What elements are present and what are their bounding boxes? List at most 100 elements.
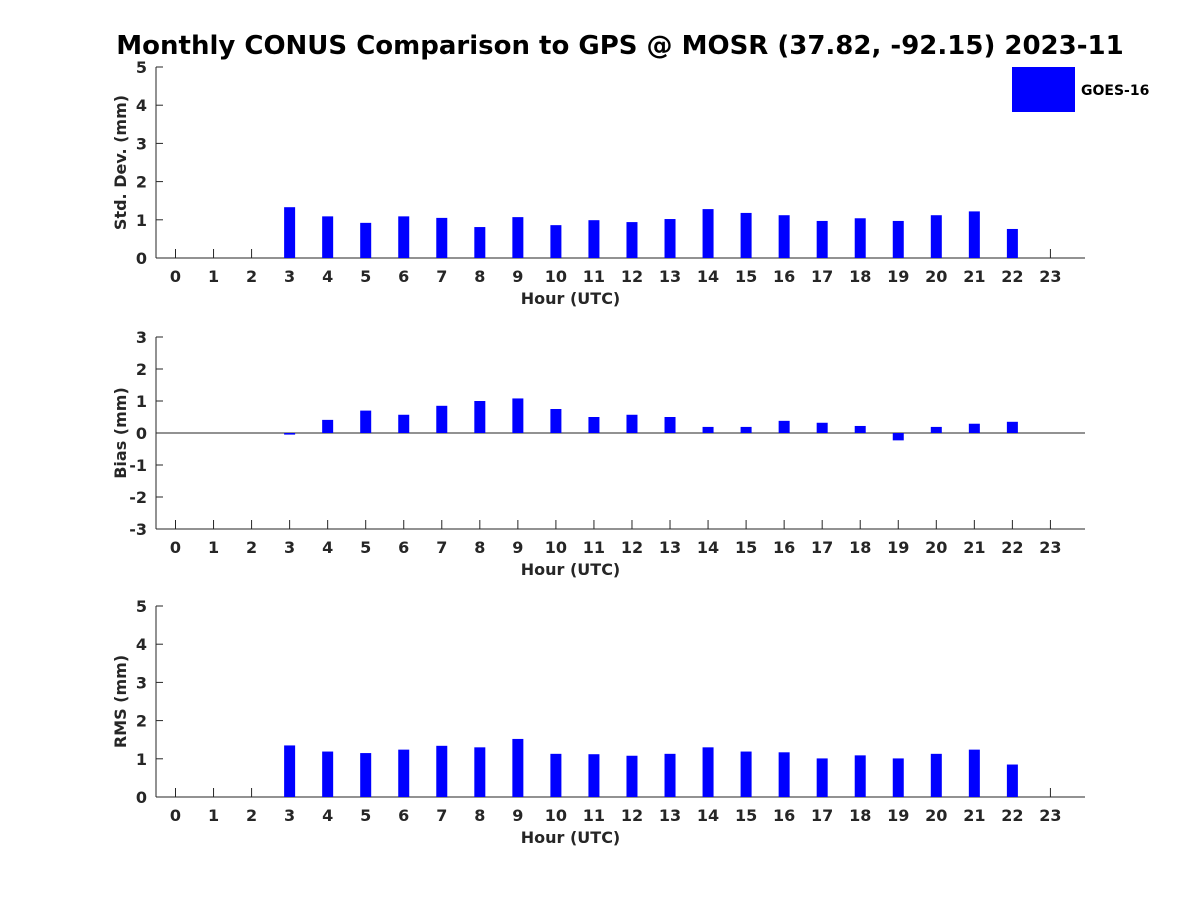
x-tick-label-bias: 14: [697, 538, 719, 557]
bar-bias-hour-6: [398, 414, 410, 433]
x-tick-label-bias: 15: [735, 538, 757, 557]
y-tick-label-rms: 2: [136, 712, 147, 731]
y-tick-label-bias: 2: [136, 360, 147, 379]
x-tick-label-std: 20: [925, 267, 947, 286]
x-tick-label-std: 13: [659, 267, 681, 286]
x-tick-label-std: 15: [735, 267, 757, 286]
bar-std-hour-3: [284, 207, 296, 258]
y-axis-label-std: Std. Dev. (mm): [111, 95, 130, 230]
x-axis-label-std: Hour (UTC): [521, 289, 621, 308]
bar-rms-hour-8: [474, 747, 486, 797]
y-axis-label-bias: Bias (mm): [111, 387, 130, 479]
bar-rms-hour-13: [664, 753, 676, 797]
x-tick-label-bias: 20: [925, 538, 947, 557]
bar-rms-hour-9: [512, 738, 524, 797]
x-tick-label-std: 8: [474, 267, 485, 286]
bar-bias-hour-20: [930, 426, 942, 433]
bar-rms-hour-18: [854, 755, 866, 797]
bar-rms-hour-14: [702, 747, 714, 797]
legend-swatch: [1012, 67, 1075, 112]
x-tick-label-bias: 12: [621, 538, 643, 557]
bar-bias-hour-11: [588, 417, 600, 433]
bar-bias-hour-19: [892, 433, 904, 441]
x-tick-label-rms: 13: [659, 806, 681, 825]
bar-bias-hour-22: [1006, 421, 1018, 433]
x-tick-label-std: 3: [284, 267, 295, 286]
x-tick-label-bias: 13: [659, 538, 681, 557]
bar-rms-hour-17: [816, 758, 828, 797]
x-tick-label-bias: 16: [773, 538, 795, 557]
bar-rms-hour-19: [892, 758, 904, 797]
x-tick-label-std: 11: [583, 267, 605, 286]
bar-std-hour-21: [968, 211, 980, 258]
bar-std-hour-16: [778, 215, 790, 258]
bar-bias-hour-7: [436, 405, 448, 433]
bar-rms-hour-3: [284, 745, 296, 797]
y-tick-label-bias: 1: [136, 392, 147, 411]
x-tick-label-bias: 5: [360, 538, 371, 557]
bar-std-hour-7: [436, 217, 448, 258]
x-tick-label-rms: 3: [284, 806, 295, 825]
x-tick-label-std: 16: [773, 267, 795, 286]
x-tick-label-rms: 7: [436, 806, 447, 825]
y-tick-label-bias: -1: [129, 456, 147, 475]
x-tick-label-std: 4: [322, 267, 333, 286]
x-tick-label-rms: 12: [621, 806, 643, 825]
x-tick-label-rms: 20: [925, 806, 947, 825]
bar-rms-hour-16: [778, 752, 790, 797]
x-tick-label-rms: 21: [963, 806, 985, 825]
legend-label: GOES-16: [1081, 83, 1149, 99]
x-tick-label-rms: 15: [735, 806, 757, 825]
bar-std-hour-15: [740, 212, 752, 258]
bar-bias-hour-8: [474, 401, 486, 433]
y-tick-label-rms: 4: [136, 635, 147, 654]
bar-rms-hour-11: [588, 754, 600, 797]
x-tick-label-rms: 10: [545, 806, 567, 825]
bar-std-hour-4: [322, 216, 334, 258]
bar-bias-hour-3: [284, 433, 296, 435]
x-tick-label-bias: 23: [1039, 538, 1061, 557]
y-tick-label-bias: -3: [129, 520, 147, 539]
x-tick-label-bias: 11: [583, 538, 605, 557]
bar-bias-hour-5: [360, 410, 372, 433]
x-tick-label-std: 0: [170, 267, 181, 286]
x-tick-label-bias: 0: [170, 538, 181, 557]
bar-bias-hour-9: [512, 398, 524, 433]
x-tick-label-bias: 6: [398, 538, 409, 557]
bar-std-hour-11: [588, 220, 600, 258]
bar-rms-hour-4: [322, 751, 334, 797]
x-tick-label-rms: 2: [246, 806, 257, 825]
x-tick-label-std: 9: [512, 267, 523, 286]
bar-rms-hour-20: [930, 753, 942, 797]
y-axis-label-rms: RMS (mm): [111, 655, 130, 748]
bar-std-hour-18: [854, 218, 866, 258]
x-tick-label-bias: 22: [1001, 538, 1023, 557]
x-tick-label-rms: 9: [512, 806, 523, 825]
y-tick-label-rms: 1: [136, 750, 147, 769]
bar-std-hour-9: [512, 217, 524, 258]
bar-bias-hour-12: [626, 414, 638, 433]
x-tick-label-rms: 4: [322, 806, 333, 825]
bar-bias-hour-21: [968, 423, 980, 433]
bar-bias-hour-4: [322, 419, 334, 433]
x-tick-label-rms: 23: [1039, 806, 1061, 825]
y-tick-label-std: 3: [136, 134, 147, 153]
bar-std-hour-20: [930, 215, 942, 258]
y-tick-label-std: 4: [136, 96, 147, 115]
x-tick-label-rms: 11: [583, 806, 605, 825]
y-tick-label-rms: 0: [136, 788, 147, 807]
x-tick-label-bias: 9: [512, 538, 523, 557]
x-tick-label-bias: 18: [849, 538, 871, 557]
x-tick-label-bias: 1: [208, 538, 219, 557]
x-tick-label-bias: 19: [887, 538, 909, 557]
bar-rms-hour-12: [626, 755, 638, 797]
x-tick-label-bias: 4: [322, 538, 333, 557]
x-tick-label-rms: 6: [398, 806, 409, 825]
x-axis-label-bias: Hour (UTC): [521, 560, 621, 579]
x-tick-label-std: 21: [963, 267, 985, 286]
bar-std-hour-6: [398, 216, 410, 258]
bar-bias-hour-15: [740, 426, 752, 433]
